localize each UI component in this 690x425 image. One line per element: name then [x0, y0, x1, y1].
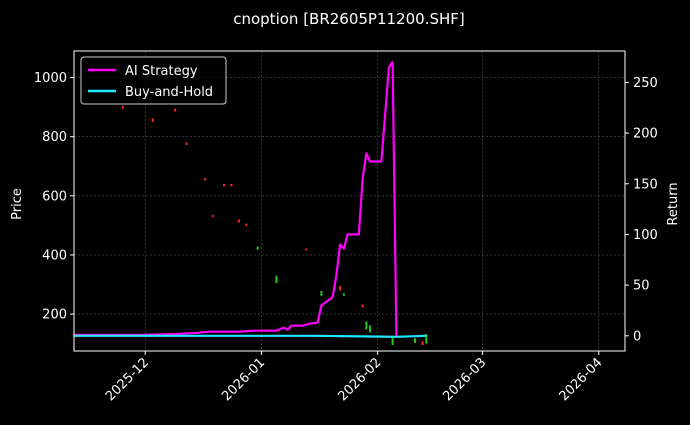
- legend: AI Strategy Buy-and-Hold: [80, 56, 227, 105]
- y-right-tick-label: 150: [633, 177, 658, 192]
- y-left-tick-label: 200: [42, 308, 67, 323]
- candle-mark: [151, 118, 154, 122]
- y-right-tick-label: 0: [633, 329, 641, 344]
- candle-mark: [211, 215, 214, 218]
- candle-mark: [230, 184, 233, 187]
- legend-label-buy-and-hold: Buy-and-Hold: [125, 85, 213, 100]
- candle-mark: [320, 291, 323, 296]
- plot-frame: [73, 50, 626, 352]
- x-tick-label: 2025-12: [103, 355, 152, 404]
- y-right-tick-label: 200: [633, 127, 658, 142]
- x-tick-label: 2026-03: [440, 355, 489, 404]
- candle-mark: [256, 246, 259, 250]
- chart-title: cnoption [BR2605P11200.SHF]: [233, 10, 465, 28]
- series-line-buy-and-hold: [74, 334, 427, 338]
- candle-mark: [361, 304, 364, 308]
- candle-mark: [391, 336, 394, 346]
- y-axis-right-label: Return: [666, 182, 681, 225]
- candle-mark: [222, 184, 225, 187]
- y-right-tick-label: 50: [633, 279, 650, 294]
- grid-layer: [74, 51, 625, 351]
- series-layer: [74, 60, 427, 338]
- x-tick-label: 2026-01: [219, 355, 268, 404]
- y-right-tick-label: 100: [633, 228, 658, 243]
- candle-mark: [204, 178, 207, 181]
- candle-mark: [174, 108, 177, 112]
- candle-mark: [245, 223, 248, 226]
- x-tick-label: 2026-04: [557, 355, 606, 404]
- candle-mark: [275, 275, 278, 284]
- candle-mark: [369, 325, 372, 333]
- candle-mark: [365, 321, 368, 330]
- candle-mark: [421, 341, 424, 346]
- candle-mark: [237, 219, 240, 223]
- y-axis-left-label: Price: [10, 188, 25, 220]
- x-tick-label: 2026-02: [335, 355, 384, 404]
- y-left-tick-label: 600: [42, 189, 67, 204]
- y-left-tick-label: 1000: [34, 71, 67, 86]
- legend-box: [80, 56, 227, 105]
- legend-label-ai-strategy: AI Strategy: [125, 64, 198, 79]
- candle-layer: [121, 105, 428, 346]
- candle-mark: [185, 142, 188, 145]
- series-line-ai-strategy: [74, 60, 398, 336]
- candle-mark: [414, 338, 417, 344]
- candle-mark: [339, 285, 342, 291]
- candle-mark: [305, 248, 308, 251]
- candle-mark: [425, 334, 428, 344]
- candle-mark: [121, 105, 124, 109]
- y-right-tick-label: 250: [633, 76, 658, 91]
- y-left-tick-label: 800: [42, 130, 67, 145]
- y-left-tick-label: 400: [42, 248, 67, 263]
- candle-mark: [342, 293, 345, 296]
